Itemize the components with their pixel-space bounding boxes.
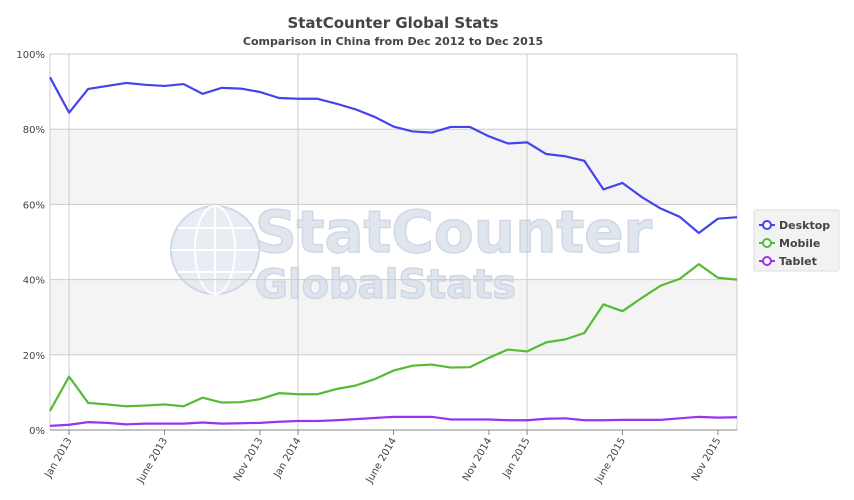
watermark-line2: GlobalStats xyxy=(255,262,516,308)
x-tick-label: Nov 2013 xyxy=(232,436,266,483)
y-tick-label: 100% xyxy=(16,50,45,61)
x-tick-label: Jan 2013 xyxy=(43,436,75,481)
plot-band xyxy=(50,354,737,430)
plot-bands xyxy=(50,54,737,430)
legend-item-tablet[interactable]: Tablet xyxy=(779,255,817,268)
x-tick-label: June 2015 xyxy=(593,436,628,486)
series-line-desktop xyxy=(49,76,738,235)
series-line-mobile xyxy=(49,263,738,412)
y-axis: 0% 20% 40% 60% 80% 100% xyxy=(16,50,45,437)
x-tick-label: June 2013 xyxy=(135,436,170,486)
plot-band xyxy=(50,54,737,130)
legend-item-mobile[interactable]: Mobile xyxy=(779,237,820,250)
plot-band xyxy=(50,279,737,355)
legend-marker-mobile xyxy=(762,238,772,248)
globe-icon xyxy=(170,205,260,295)
x-tick-label: June 2014 xyxy=(364,436,399,486)
legend-marker-desktop xyxy=(762,220,772,230)
chart-title: StatCounter Global Stats xyxy=(287,14,498,32)
plot-band xyxy=(50,204,737,280)
plot-band xyxy=(50,129,737,205)
x-tick-label: Jan 2014 xyxy=(272,436,304,481)
y-tick-label: 80% xyxy=(23,125,45,136)
legend-item-desktop[interactable]: Desktop xyxy=(779,219,830,232)
legend-marker-tablet xyxy=(762,256,772,266)
x-axis: Jan 2013 June 2013 Nov 2013 Jan 2014 June 20… xyxy=(43,430,724,486)
legend: Desktop Mobile Tablet xyxy=(753,209,840,272)
y-tick-label: 20% xyxy=(23,351,45,362)
legend-box xyxy=(753,209,840,272)
watermark-line1: StatCounter xyxy=(255,198,652,266)
series-lines xyxy=(49,76,738,427)
x-tick-label: Nov 2014 xyxy=(461,436,495,483)
y-tick-label: 60% xyxy=(23,200,45,211)
chart-subtitle: Comparison in China from Dec 2012 to Dec… xyxy=(243,35,543,48)
y-tick-label: 40% xyxy=(23,276,45,287)
x-tick-label: Jan 2015 xyxy=(501,436,533,481)
y-tick-label: 0% xyxy=(29,426,45,437)
series-line-tablet xyxy=(49,415,738,427)
x-tick-label: Nov 2015 xyxy=(690,436,724,483)
